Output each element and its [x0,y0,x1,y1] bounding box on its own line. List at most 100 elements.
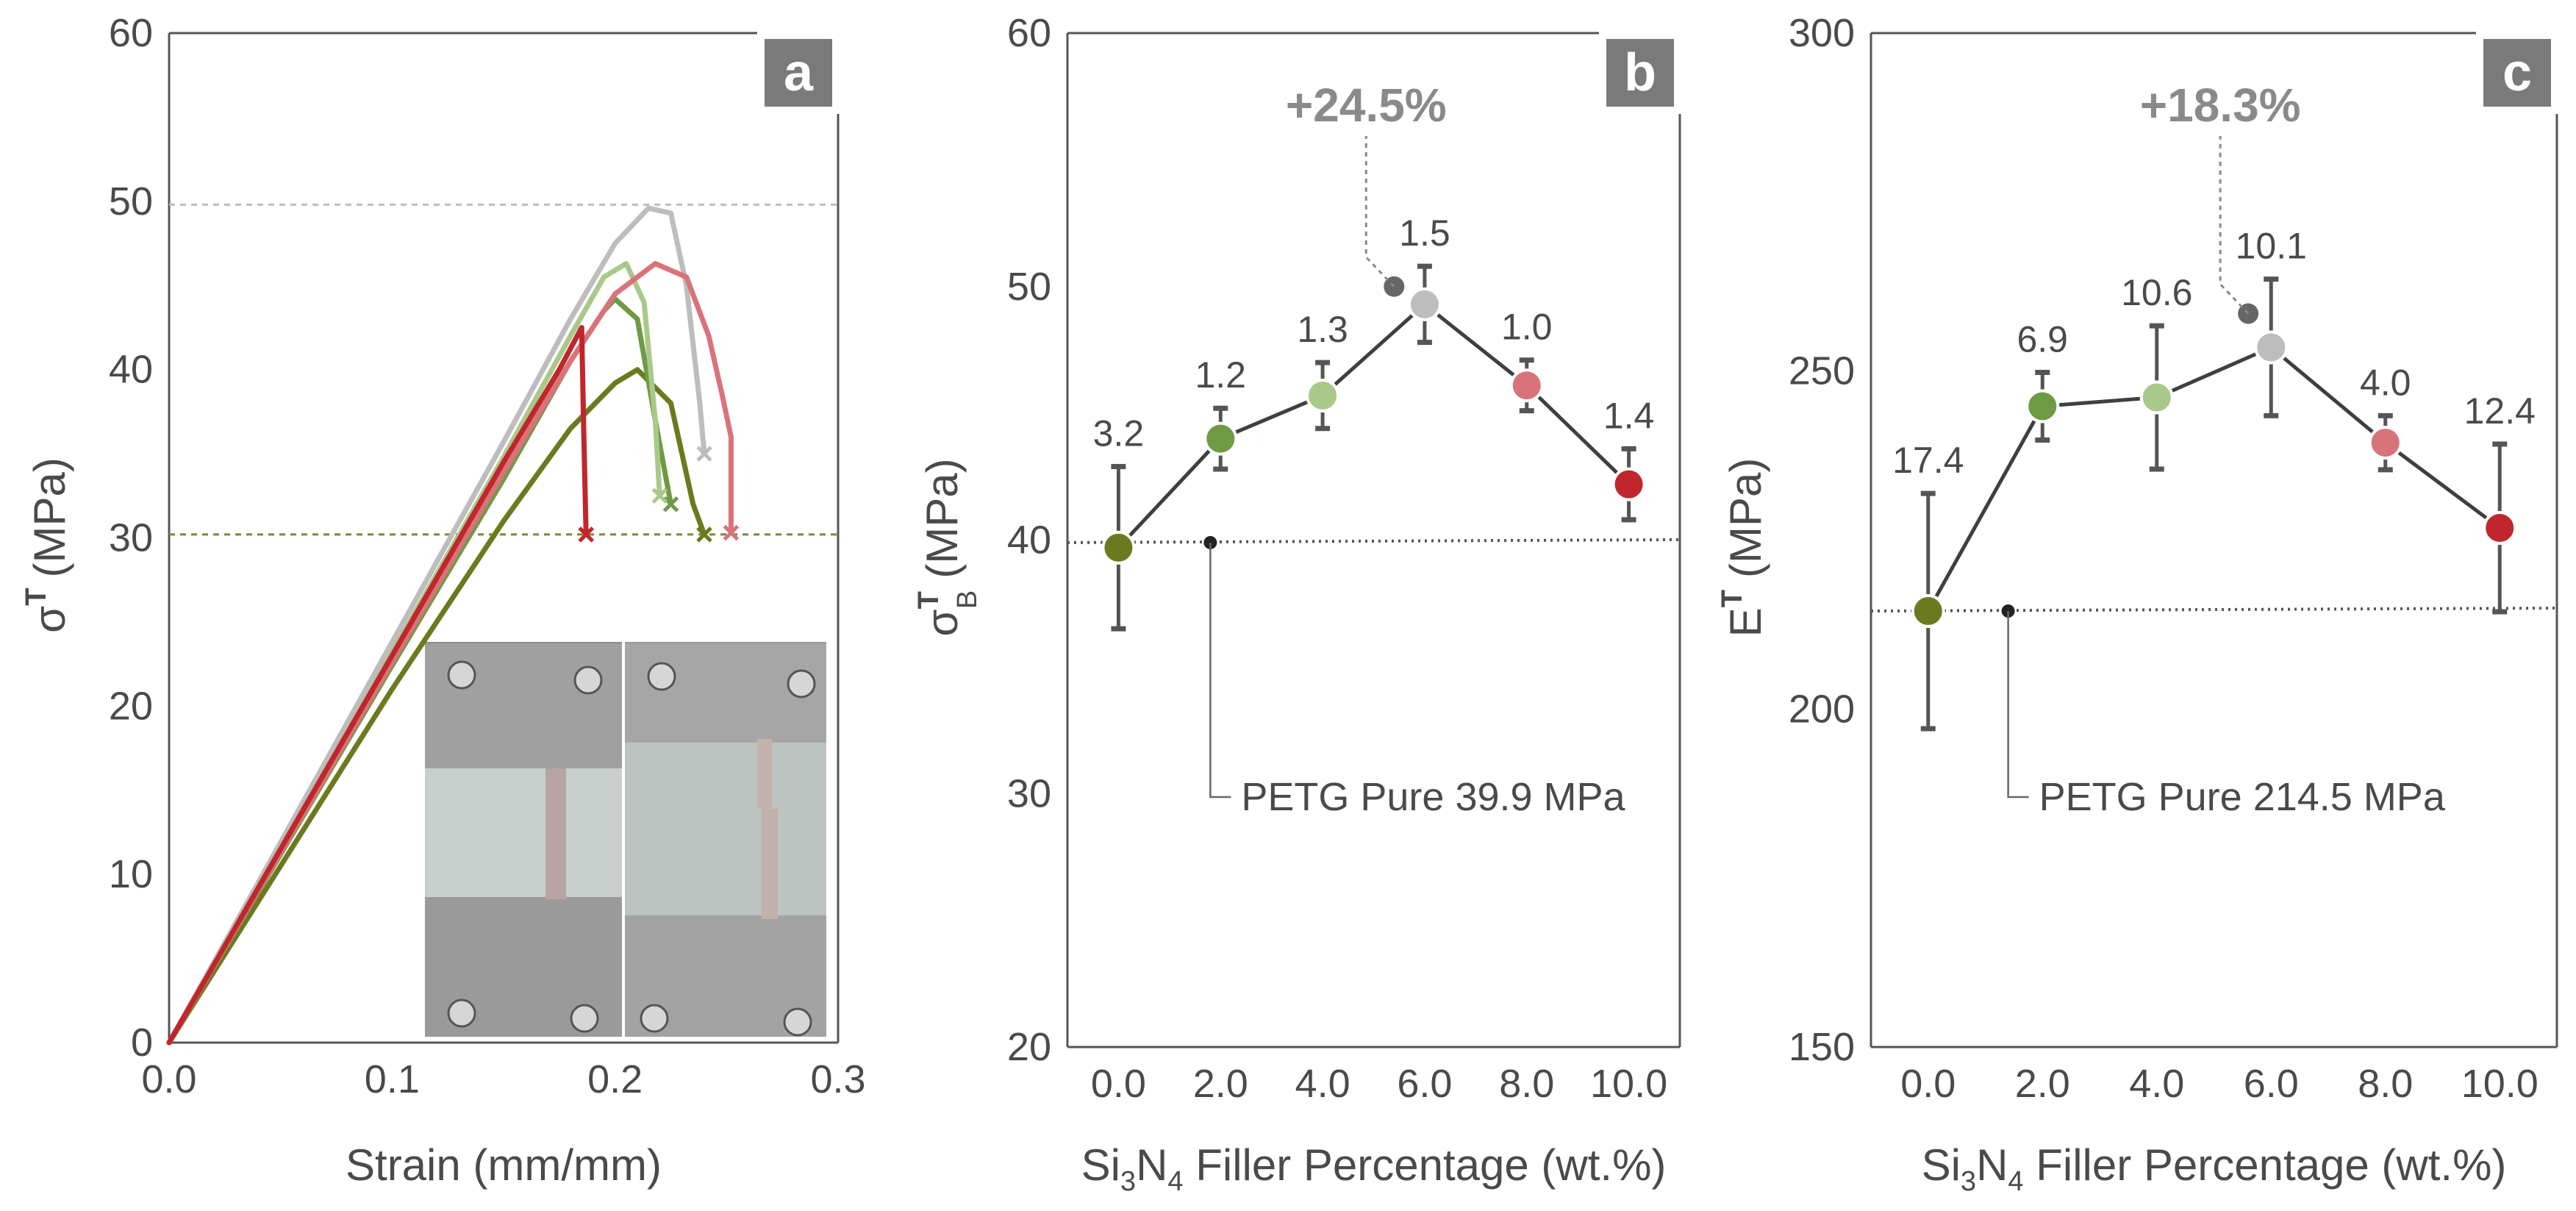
x-tick-label: 0.0 [141,1057,196,1101]
increase-label: +24.5% [1286,79,1447,132]
stress-strain-curve [166,367,707,1046]
data-point [1203,421,1238,456]
stress-strain-curve [166,261,734,1046]
std-dev-label: 12.4 [2464,390,2536,432]
x-tick-label: 10.0 [2461,1062,2539,1106]
increase-label: +18.3% [2140,79,2301,132]
x-tick-label: 2.0 [2015,1062,2070,1106]
fracture-marker [662,496,679,512]
y-axis-label: ET (MPa) [1716,458,1770,637]
x-label-si: Si [1922,1140,1961,1190]
y-tick-label: 40 [109,348,153,392]
panel-letter-box [765,39,832,107]
x-tick-label: 0.1 [365,1057,420,1101]
y-tick-label: 20 [1007,1025,1051,1069]
mean-trend-line [1117,302,1631,549]
y-tick-label: 30 [109,516,153,560]
x-tick-label: 0.0 [1900,1062,1956,1106]
std-dev-label: 1.5 [1399,212,1450,254]
x-label-rest: Filler Percentage (wt.%) [1184,1140,1667,1190]
y-axis-label-symbol: σ [25,606,74,633]
reference-leader-line [2007,611,2029,799]
y-axis-label-unit: (MPa) [25,457,74,577]
x-label-n: N [1136,1140,1167,1190]
x-label-rest: Filler Percentage (wt.%) [2024,1140,2507,1190]
x-tick-label: 8.0 [1499,1062,1554,1106]
y-tick-label: 150 [1789,1025,1855,1069]
y-axis-label-subscript: B [952,590,983,609]
y-axis-label-superscript: T [20,587,52,605]
data-point [1611,467,1646,501]
reference-leader-line [1209,542,1231,799]
x-label-sub-3: 3 [1120,1166,1136,1197]
inset-screw [447,999,476,1028]
data-point [1911,594,1945,629]
std-dev-label: 1.4 [1603,395,1655,436]
x-axis-label: Si3N4 Filler Percentage (wt.%) [1922,1140,2507,1197]
std-dev-label: 17.4 [1892,440,1964,481]
y-tick-label: 300 [1789,11,1855,55]
x-label-sub-3: 3 [1961,1166,1976,1197]
mean-trend-line [1926,346,2501,612]
specimen-left [545,768,566,899]
y-tick-label: 50 [1007,265,1051,309]
inset-screw [787,669,816,699]
y-axis-label-symbol: σ [917,610,967,637]
std-dev-label: 1.2 [1195,354,1246,396]
upper-grip-left [425,643,622,768]
inset-photo [425,642,826,1037]
reference-label: PETG Pure 39.9 MPa [1241,775,1625,819]
x-tick-label: 8.0 [2358,1062,2413,1106]
x-tick-label: 2.0 [1193,1062,1248,1106]
x-tick-label: 0.3 [810,1057,865,1101]
y-tick-label: 250 [1789,349,1855,393]
y-tick-label: 40 [1007,518,1051,562]
std-dev-label: 6.9 [2017,319,2068,360]
data-point [1509,368,1544,403]
data-point [2025,389,2060,424]
y-tick-label: 30 [1007,771,1051,815]
x-label-sub-4: 4 [1167,1166,1183,1197]
reference-dotted-line [1870,607,2558,613]
panel-letter-box [1606,39,1674,107]
y-tick-label: 0 [131,1021,153,1065]
x-tick-label: 4.0 [1295,1062,1350,1106]
x-axis-label: Strain (mm/mm) [346,1140,662,1190]
y-tick-label: 200 [1789,687,1855,731]
panel-c-tensile-modulus-chart: c 150 200 250 300 0.0 2.0 4.0 6.0 8.0 10.0 Si3N4 Fi… [1716,11,2558,1197]
std-dev-label: 10.6 [2121,272,2192,313]
fracture-marker [723,524,740,541]
data-point [2483,510,2517,545]
std-dev-label: 3.2 [1093,413,1145,454]
inset-background-right [625,743,826,915]
std-dev-label: 10.1 [2236,226,2307,267]
panel-letter: a [784,43,814,102]
x-tick-label: 10.0 [1590,1062,1667,1106]
x-axis-label: Si3N4 Filler Percentage (wt.%) [1081,1140,1667,1197]
y-tick-label: 10 [109,852,153,896]
y-tick-label: 50 [109,179,153,224]
inset-screw [783,1007,812,1037]
y-tick-label: 60 [109,11,153,55]
y-axis-label-unit: (MPa) [1721,458,1770,578]
std-dev-label: 4.0 [2360,362,2411,403]
y-axis-label-unit: (MPa) [917,458,967,578]
x-tick-label: 6.0 [2244,1062,2299,1106]
fracture-marker [578,526,595,543]
inset-screw [447,660,476,690]
data-point [2254,330,2289,365]
x-tick-label: 0.0 [1091,1062,1146,1106]
inset-screw [640,1004,669,1033]
data-point [2368,426,2403,460]
y-axis-label-symbol: E [1721,607,1770,637]
panel-letter: b [1624,43,1656,102]
panel-letter: c [2502,43,2532,102]
y-tick-label: 20 [109,684,153,728]
panel-a-stress-strain-chart: a 0 10 20 30 40 50 60 0.0 0.1 0.2 0.3 Strain (mm/mm)… [20,11,866,1190]
y-axis-label: σT (MPa) [20,457,74,633]
fracture-marker [651,487,668,504]
reference-label: PETG Pure 214.5 MPa [2039,775,2446,819]
fracture-marker [696,446,712,462]
std-dev-label: 1.3 [1297,309,1348,350]
